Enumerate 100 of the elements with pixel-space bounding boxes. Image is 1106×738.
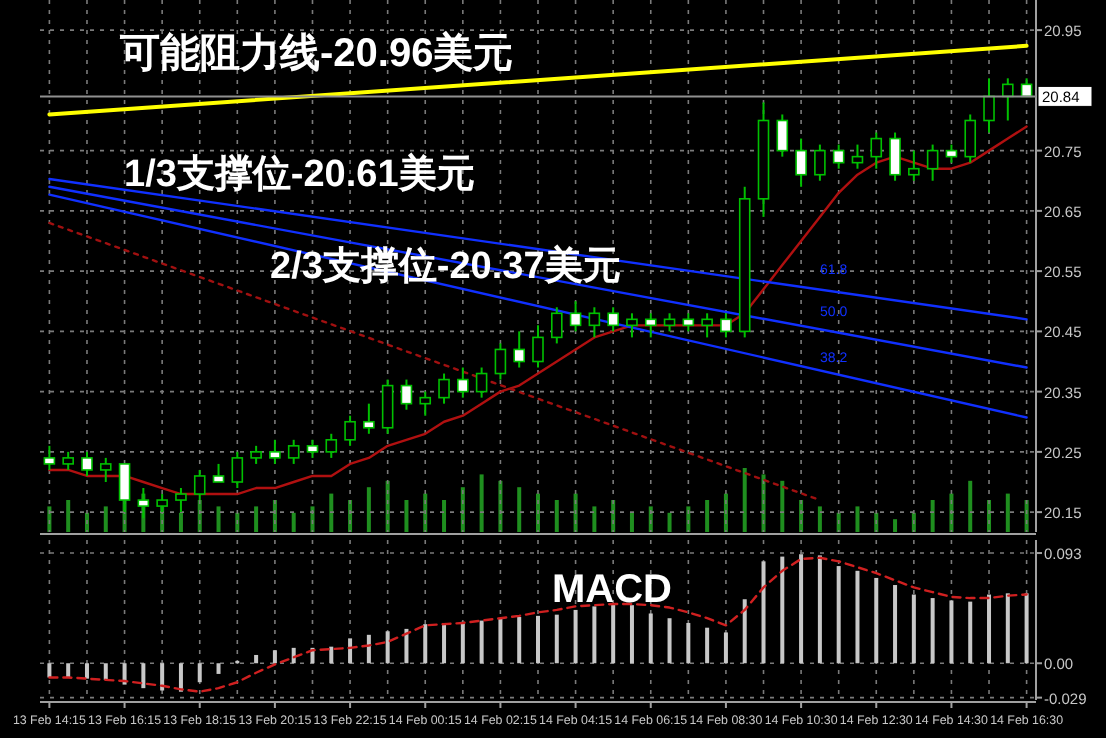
candlestick [945,143,958,164]
bar [855,570,860,664]
bar [723,632,728,664]
bar [1005,493,1010,532]
bar [1024,593,1029,664]
bar [629,605,634,664]
bar [705,500,710,532]
bar [667,512,672,532]
candlestick [250,444,262,465]
bar [836,566,841,664]
candlestick [325,432,338,459]
bar [348,638,353,664]
bar [949,600,954,664]
bar [667,618,672,664]
candlestick [306,438,319,459]
bar [272,650,277,664]
bar [930,598,935,664]
bar [780,556,785,664]
candlestick [419,390,432,417]
text: MACD [552,568,672,612]
annotation: 1/3支撑位-20.61美元 [124,152,475,196]
bar [329,493,334,532]
candlestick [231,450,244,490]
candlestick [701,312,713,339]
candlestick [644,312,657,339]
bar [554,614,559,664]
bar [460,621,465,664]
candlestick [682,312,695,333]
bar [254,506,259,532]
candlestick [776,113,789,158]
candlestick [363,402,375,435]
bar [893,519,898,532]
bar [122,663,127,685]
bar [517,617,522,664]
bar [329,646,334,664]
bar [705,627,710,664]
bar [968,480,973,532]
bar [742,468,747,532]
bar [799,554,804,664]
bar [611,604,616,664]
bar [235,512,240,532]
candlestick [438,372,450,405]
bar [442,500,447,532]
bar [47,506,52,532]
bar [1005,593,1010,664]
bar [817,506,822,532]
bar [178,663,183,692]
bar [536,615,540,664]
bar [366,487,371,532]
bar [442,622,447,664]
candlestick [588,306,601,339]
bar [216,663,221,674]
bar [103,506,108,532]
bar [84,663,89,679]
candlestick [889,131,901,182]
bar [178,512,183,532]
bar [498,618,503,664]
bar [216,506,221,532]
bar [291,512,296,532]
bar [423,624,428,664]
bar [987,594,992,664]
annotation: 可能阻力线-20.96美元 [118,30,514,76]
candlestick [851,143,864,170]
bar [47,663,52,678]
bar [66,500,71,532]
bar [911,594,916,664]
candlestick [795,137,807,188]
bar [103,663,108,680]
bar [968,601,973,664]
candlestick [532,324,544,369]
bar [573,609,578,664]
candlestick [720,312,732,339]
bar [686,506,691,532]
bar [855,506,860,532]
bar [648,613,653,664]
candlestick [626,312,638,339]
candlestick [99,456,112,483]
candlestick [457,366,469,399]
bar [404,500,409,532]
bar [686,622,691,664]
bar [254,654,259,664]
bar [874,577,879,664]
candlestick [494,342,507,381]
bar [836,512,841,532]
line-series [48,556,1028,693]
candlestick [814,143,826,182]
bar [160,663,165,691]
candlestick [344,414,356,447]
candlestick [926,143,939,182]
bar [930,500,935,532]
candlestick [62,450,74,471]
candlestick [870,131,883,170]
bar [141,663,146,689]
candlestick [832,143,845,170]
bar [385,631,390,664]
candlestick [569,300,582,333]
bar [629,512,634,532]
candlestick [964,113,977,164]
bar [780,480,785,532]
candlestick [550,306,563,345]
